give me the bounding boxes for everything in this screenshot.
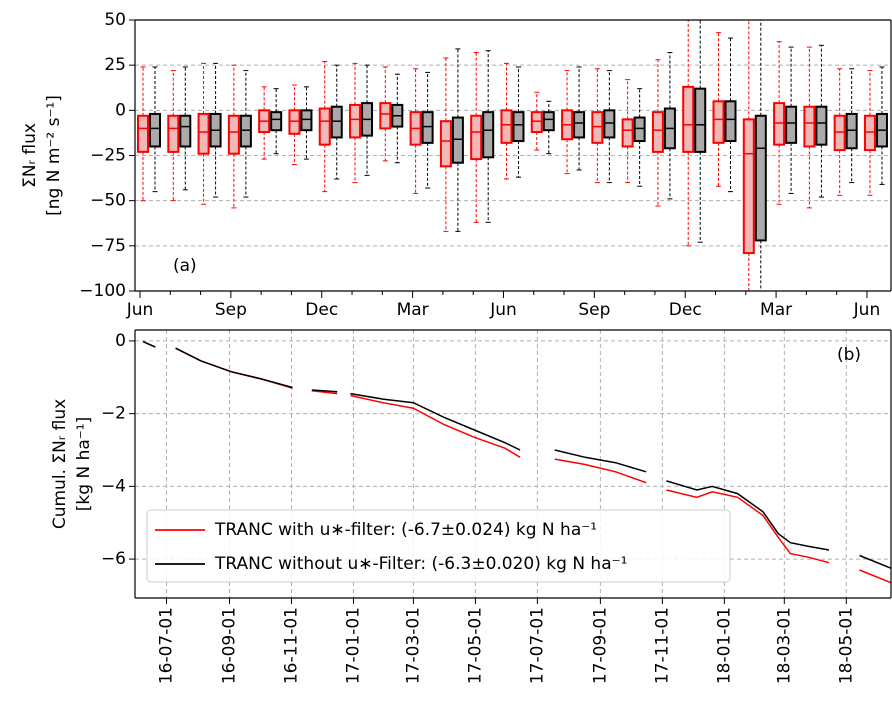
y-tick-label: −25 [90, 146, 126, 166]
box [149, 112, 161, 148]
legend-label: TRANC with u∗-filter: (-6.7±0.024) kg N … [214, 520, 597, 540]
x-tick-label: Sep [578, 300, 610, 320]
x-tick-label: 17-07-01 [527, 607, 547, 684]
box [179, 114, 192, 148]
line [666, 480, 830, 551]
box [694, 87, 707, 153]
x-tick-label: 18-01-01 [714, 607, 734, 684]
panel-label: (b) [837, 345, 861, 365]
box [451, 116, 464, 164]
box [137, 114, 149, 153]
legend-box [146, 509, 731, 583]
box [803, 105, 816, 148]
box [845, 112, 858, 150]
box [288, 109, 301, 135]
y-tick-label: 0 [115, 100, 126, 120]
box [270, 111, 283, 132]
x-tick-label: 16-07-01 [157, 607, 177, 684]
x-tick-label: Jun [489, 300, 517, 320]
box [633, 116, 646, 143]
y-tick-label: −4 [101, 476, 126, 496]
line [175, 347, 293, 389]
line [350, 392, 521, 451]
x-tick-label: Dec [305, 300, 338, 320]
box [239, 114, 252, 148]
box [379, 102, 392, 130]
panel-label: (a) [173, 256, 197, 276]
box [482, 111, 495, 159]
x-tick-label: 17-01-01 [343, 607, 363, 684]
x-tick-label: 16-11-01 [281, 607, 301, 684]
box [530, 111, 543, 134]
x-tick-label: 17-05-01 [465, 607, 485, 684]
x-tick-label: Mar [760, 300, 792, 320]
line [859, 554, 892, 569]
box [349, 103, 362, 139]
x-tick-label: Jun [853, 300, 881, 320]
box [227, 114, 240, 155]
box [815, 105, 828, 146]
box [754, 114, 767, 242]
line [142, 340, 156, 348]
line [311, 389, 338, 395]
box [621, 118, 634, 148]
y-tick-label: 50 [104, 10, 126, 30]
y-tick-label: −2 [101, 404, 126, 424]
y-tick-label: −75 [90, 236, 126, 256]
y-axis-label: [ng N m⁻² s⁻¹] [44, 95, 64, 216]
box [682, 85, 695, 153]
box [712, 100, 725, 144]
line [666, 489, 830, 564]
box [421, 111, 434, 144]
x-tick-label: Jun [126, 300, 154, 320]
box [603, 109, 616, 139]
box [542, 111, 555, 132]
x-tick-label: 16-09-01 [220, 607, 240, 684]
box [330, 105, 343, 139]
line [554, 449, 647, 473]
box [591, 111, 604, 144]
y-tick-label: 25 [104, 55, 126, 75]
line [311, 389, 338, 393]
x-tick-label: Mar [397, 300, 429, 320]
box [785, 105, 798, 144]
box [470, 114, 483, 161]
x-tick-label: 18-05-01 [836, 607, 856, 684]
y-axis-label: Cumul. ΣNᵣ flux [50, 399, 70, 529]
y-tick-label: 0 [115, 331, 126, 351]
x-tick-label: Dec [669, 300, 702, 320]
y-axis-label: [kg N ha⁻¹] [74, 417, 94, 511]
x-tick-label: 17-11-01 [652, 607, 672, 684]
y-tick-label: −6 [101, 549, 126, 569]
x-tick-label: 18-03-01 [774, 607, 794, 684]
box [833, 114, 846, 152]
box [300, 109, 313, 132]
box [197, 112, 210, 155]
box [439, 120, 452, 168]
line [350, 394, 521, 458]
box [167, 114, 180, 153]
y-tick-label: −50 [90, 191, 126, 211]
x-tick-label: 17-09-01 [590, 607, 610, 684]
box [742, 118, 755, 255]
box [318, 107, 331, 146]
box [773, 102, 786, 146]
box [863, 114, 876, 152]
box [512, 111, 525, 143]
legend-label: TRANC without u∗-Filter: (-6.3±0.020) kg… [214, 554, 627, 574]
line [554, 458, 647, 484]
y-tick-label: −100 [79, 281, 126, 301]
box [573, 111, 586, 139]
y-axis-label: ΣNᵣ flux [20, 123, 40, 188]
line [859, 569, 892, 584]
box [651, 111, 664, 153]
box [500, 109, 513, 144]
x-tick-label: Sep [215, 300, 247, 320]
box [724, 100, 737, 143]
x-tick-label: 17-03-01 [403, 607, 423, 684]
